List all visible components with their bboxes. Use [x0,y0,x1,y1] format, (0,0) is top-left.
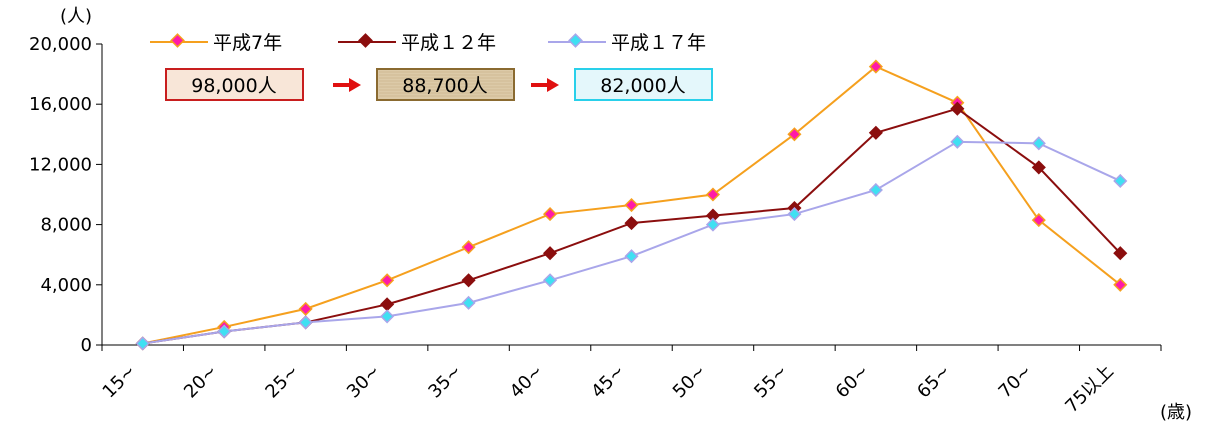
data-point-series-1 [461,273,476,288]
x-tick-label: 35~ [424,361,466,403]
data-point-series-1 [868,125,883,140]
x-tick-label: 25~ [261,361,303,403]
total-box-heisei17 [574,68,713,101]
data-point-series-0 [1113,277,1128,292]
legend-label-heisei17: 平成１７年 [611,32,706,54]
x-tick-label: 65~ [913,361,955,403]
data-point-series-2 [624,249,639,264]
legend: 平成7年 平成１２年 平成１７年 [150,32,706,54]
data-point-series-2 [1031,136,1046,151]
legend-marker-heisei17 [568,33,583,48]
data-point-series-1 [1031,160,1046,175]
data-point-series-0 [787,127,802,142]
total-label-heisei17: 82,000人 [600,75,685,97]
arrow-icon [333,78,361,92]
data-point-series-0 [380,273,395,288]
y-tick-label: 16,000 [29,94,92,115]
data-point-series-0 [868,59,883,74]
y-tick-label: 4,000 [40,275,92,296]
legend-item-heisei7: 平成7年 [150,32,282,54]
legend-label-heisei7: 平成7年 [213,32,282,54]
series-layer [135,59,1128,351]
data-point-series-2 [950,134,965,149]
x-tick-label: 15~ [99,361,141,403]
data-point-series-0 [461,240,476,255]
total-label-heisei12: 88,700人 [402,75,487,97]
arrow-icon [531,78,559,92]
data-point-series-1 [1113,246,1128,261]
x-tick-label: 45~ [587,361,629,403]
data-point-series-2 [217,324,232,339]
x-tick-label: 75以上 [1061,361,1118,418]
y-ticks: 0 4,000 8,000 12,000 16,000 20,000 [29,34,102,356]
x-tick-label: 30~ [343,361,385,403]
x-tick-label: 70~ [995,361,1037,403]
data-point-series-1 [624,216,639,231]
data-point-series-2 [868,182,883,198]
legend-marker-heisei12 [358,33,373,48]
y-tick-label: 12,000 [29,154,92,175]
data-point-series-2 [135,336,150,351]
y-tick-label: 8,000 [40,215,92,236]
x-ticks: 15~ 20~ 25~ 30~ 35~ 40~ 45~ 50~ 55~ 60~ 65~ 70~ 75以上 [99,345,1162,418]
legend-label-heisei12: 平成１２年 [401,32,496,54]
y-tick-label: 0 [81,335,92,356]
y-axis-unit-label: (人) [60,6,92,27]
data-point-series-2 [298,315,313,330]
x-tick-label: 50~ [669,361,711,403]
data-point-series-1 [542,246,558,261]
data-point-series-2 [461,295,476,310]
totals-row: 98,000人 88,700人 82,000人 [165,68,713,101]
x-tick-label: 20~ [180,361,222,403]
data-point-series-0 [705,187,721,202]
data-point-series-2 [1113,173,1128,189]
data-point-series-2 [705,217,721,232]
data-point-series-0 [1031,213,1046,228]
x-tick-label: 55~ [750,361,792,403]
x-tick-label: 40~ [506,361,548,403]
data-point-series-2 [542,273,558,288]
y-tick-label: 20,000 [29,34,92,55]
arrow-head [547,78,559,92]
total-label-heisei7: 98,000人 [191,75,276,97]
total-box-heisei7 [165,68,304,101]
data-point-series-1 [950,101,965,116]
data-point-series-0 [298,301,313,316]
legend-marker-heisei7 [170,33,185,48]
legend-item-heisei17: 平成１７年 [548,32,706,54]
arrow-head [349,78,361,92]
x-axis-unit-label: (歳) [1160,402,1192,423]
data-point-series-2 [380,309,395,324]
data-point-series-1 [380,297,395,312]
data-point-series-2 [787,207,802,222]
legend-item-heisei12: 平成１２年 [338,32,496,54]
data-point-series-0 [542,207,558,222]
x-tick-label: 60~ [832,361,874,403]
data-point-series-0 [624,197,639,213]
